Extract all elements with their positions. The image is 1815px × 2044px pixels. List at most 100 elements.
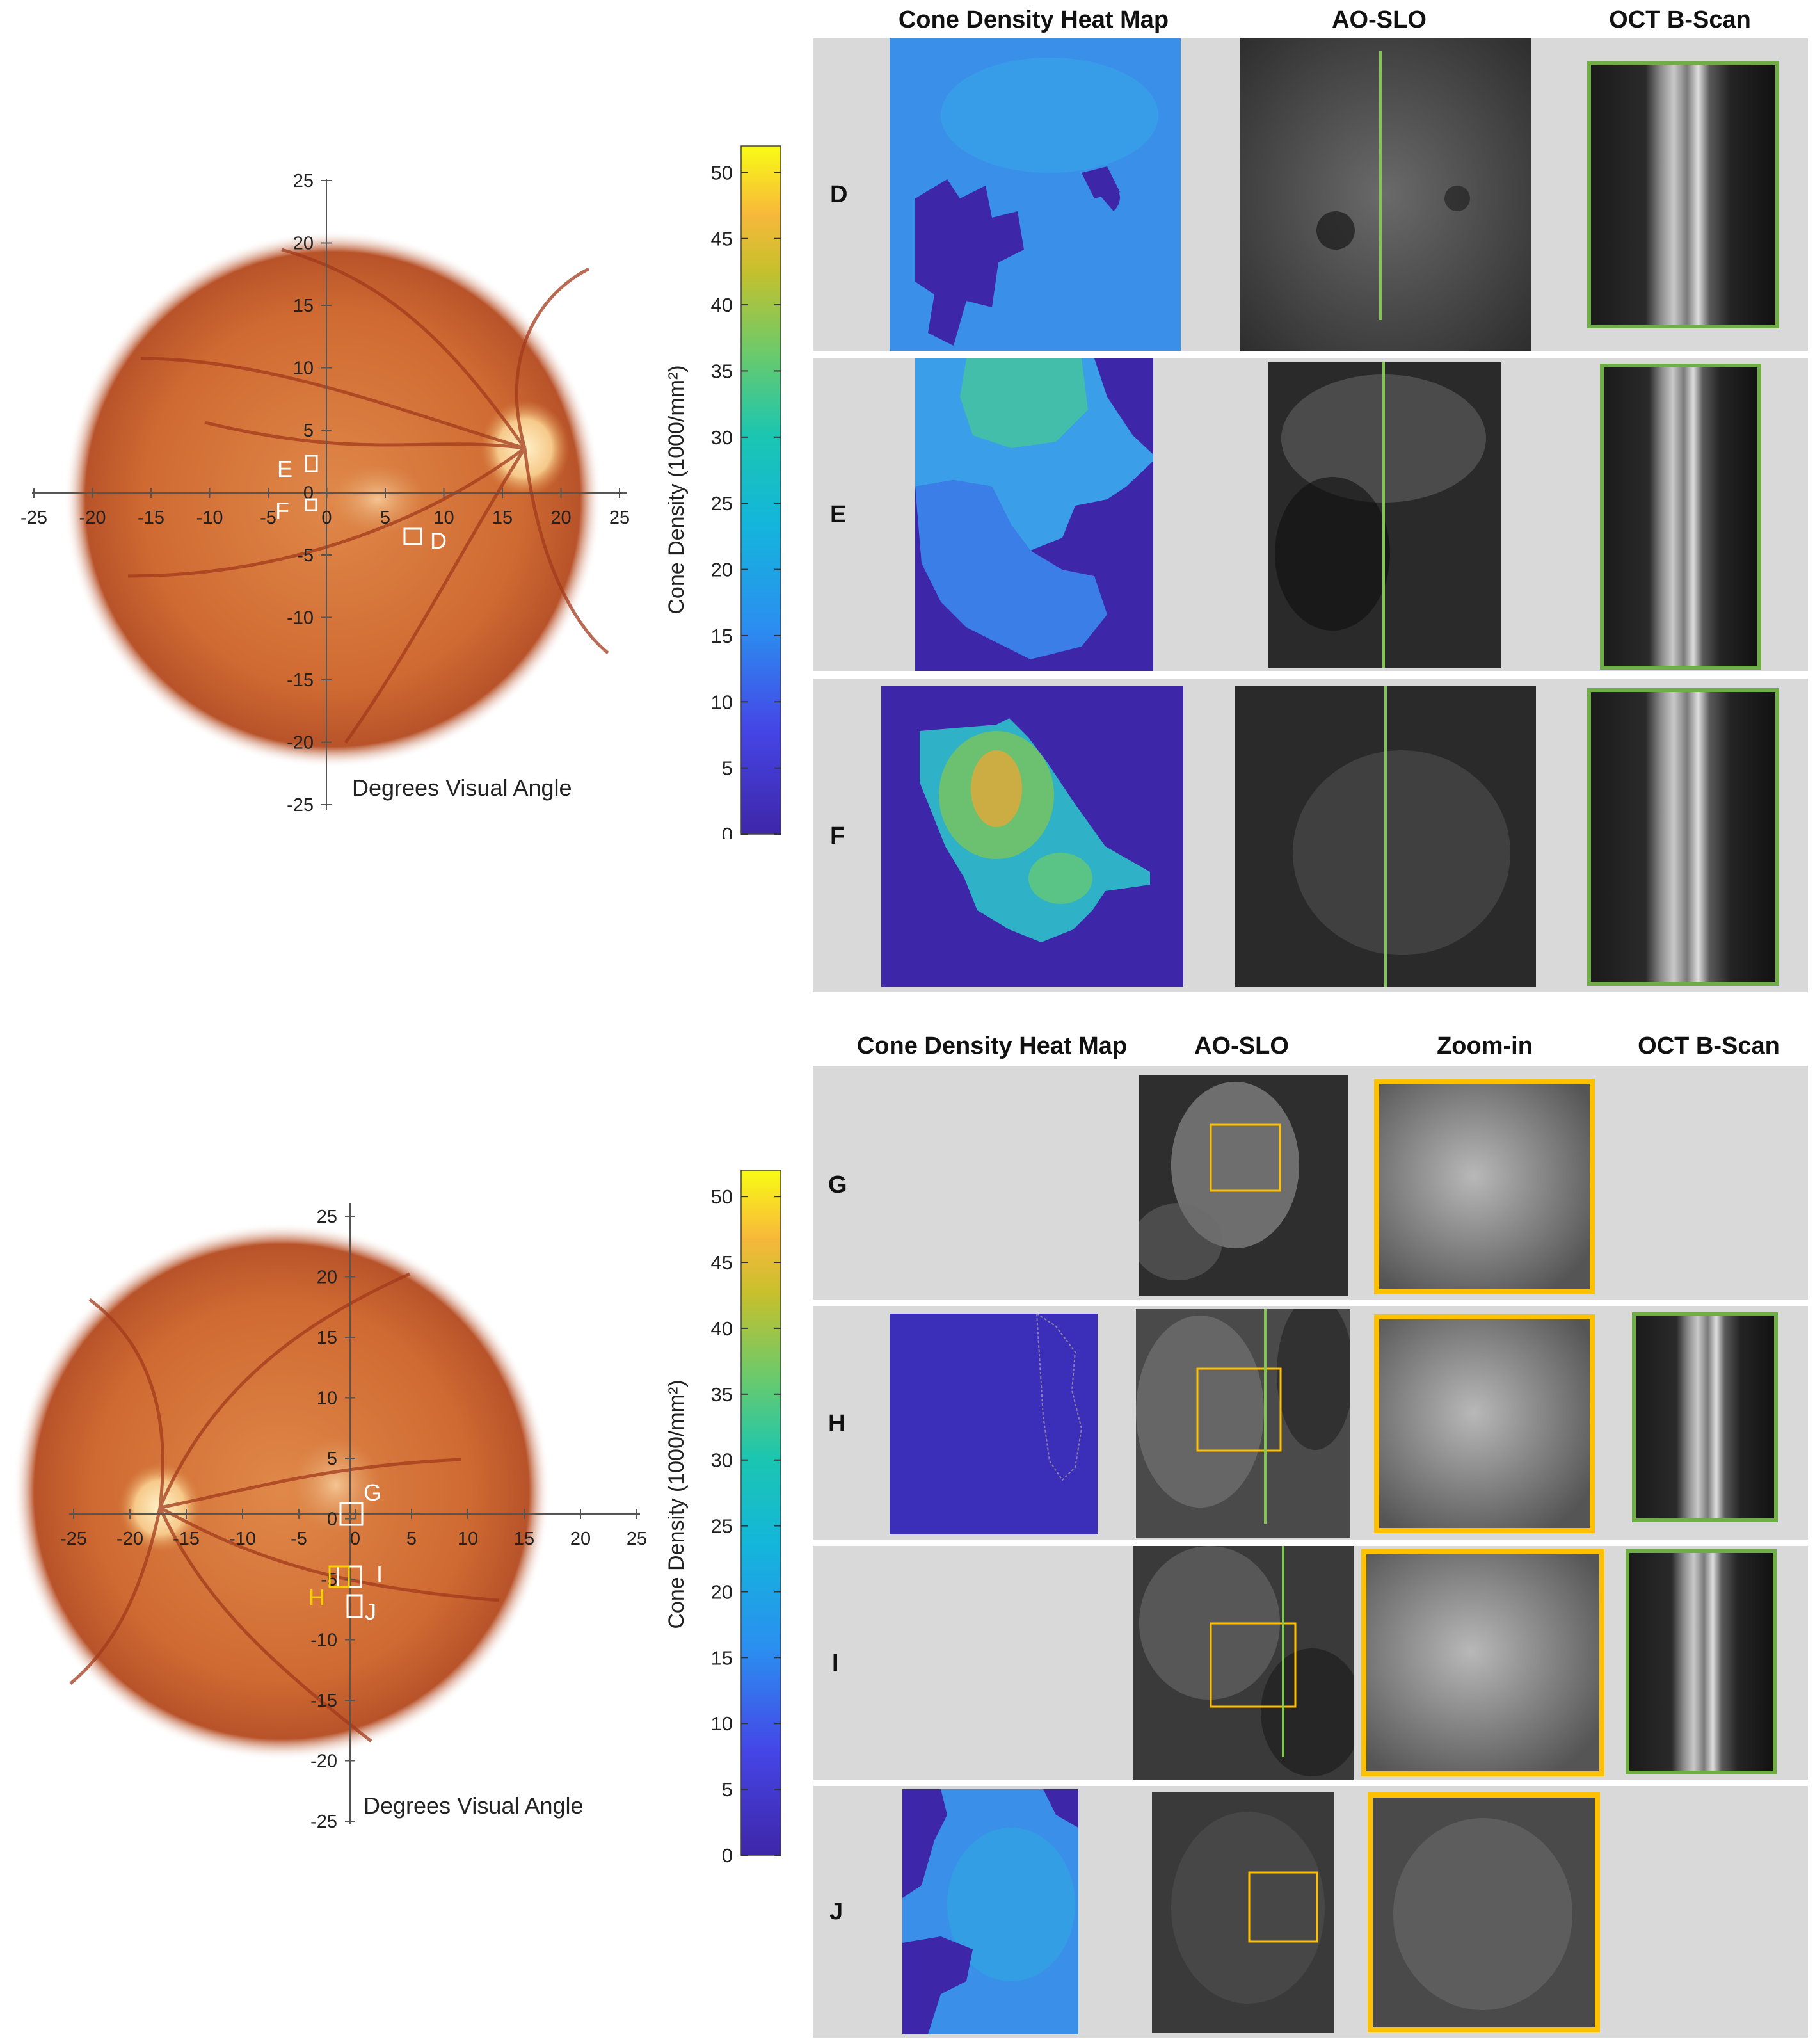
top-fundus-plot: -25 -20 -15 -10 -5 0 5 10 15 20 25 25 20 15 10 5 0 -5 -10… (20, 171, 630, 816)
heatmap-f (881, 686, 1183, 987)
colorbar-tick-label: 40 (711, 1317, 733, 1340)
heatmap-e (915, 358, 1153, 671)
zoom-box-h (1196, 1367, 1282, 1452)
region-box-j (346, 1594, 363, 1618)
region-label-e: E (277, 456, 292, 482)
row-label-j: J (829, 1898, 844, 1925)
y-tick-label: -15 (287, 670, 314, 691)
y-tick-label: 25 (317, 1207, 337, 1227)
row-label-h: H (828, 1410, 846, 1437)
region-label-j: J (365, 1598, 376, 1625)
region-box-h (328, 1565, 350, 1588)
region-label-d: D (430, 527, 447, 554)
y-tick-label: -25 (287, 795, 314, 816)
region-label-f: F (275, 497, 289, 524)
zoom-box-i (1210, 1622, 1297, 1708)
y-tick-label: -15 (310, 1691, 337, 1711)
oct-h (1632, 1312, 1778, 1522)
x-tick-label: 5 (406, 1529, 417, 1549)
colorbar-tick-label: 5 (722, 757, 733, 780)
aoslo-j (1152, 1792, 1334, 2033)
x-tick-label: 20 (550, 508, 571, 528)
y-tick-label: -25 (310, 1812, 337, 1831)
colorbar-tick-label: 50 (711, 161, 733, 184)
x-tick-label: 0 (350, 1529, 360, 1549)
colorbar-tick-label: 0 (722, 1844, 733, 1863)
colorbar-tick-label: 35 (711, 360, 733, 382)
oct-e (1600, 364, 1761, 670)
x-tick-label: -25 (20, 508, 47, 528)
colorbar-tick-label: 0 (722, 823, 733, 839)
y-tick-label: 0 (327, 1509, 337, 1530)
colorbar-tick-label: 45 (711, 1251, 733, 1274)
x-tick-label: 10 (433, 508, 454, 528)
zoom-j (1368, 1792, 1600, 2032)
header-heatmap-bottom: Cone Density Heat Map (856, 1033, 1128, 1059)
x-tick-label: -25 (60, 1529, 87, 1549)
x-tick-label: -5 (291, 1529, 307, 1549)
x-tick-label: 20 (570, 1529, 591, 1549)
oct-f (1587, 688, 1779, 986)
heatmap-d (890, 38, 1181, 351)
heatmap-h (890, 1314, 1098, 1534)
colorbar-tick-label: 30 (711, 426, 733, 449)
header-zoom: Zoom-in (1437, 1033, 1533, 1059)
colorbar-tick-label: 15 (711, 625, 733, 647)
region-label-h: H (308, 1584, 325, 1611)
y-tick-label: -10 (310, 1630, 337, 1651)
row-label-d: D (830, 181, 848, 208)
x-tick-label: 0 (321, 508, 332, 528)
colorbar-tick-label: 10 (711, 1712, 733, 1735)
row-label-e: E (830, 501, 847, 528)
y-tick-label: -20 (287, 733, 314, 753)
x-tick-label: -20 (116, 1529, 143, 1549)
y-tick-label: 5 (303, 421, 314, 441)
y-tick-label: 20 (293, 234, 314, 254)
aoslo-e (1268, 362, 1501, 668)
colorbar-tick-label: 40 (711, 294, 733, 316)
colorbar-tick-label: 10 (711, 691, 733, 713)
y-tick-label: 10 (317, 1388, 337, 1409)
region-box-d (403, 527, 422, 545)
colorbar-tick-label: 50 (711, 1186, 733, 1208)
region-box-f (305, 498, 317, 511)
colorbar-label: Cone Density (1000/mm²) (664, 365, 689, 614)
header-oct-bottom: OCT B-Scan (1638, 1033, 1780, 1059)
header-aoslo: AO-SLO (1332, 6, 1427, 33)
zoom-box-g (1210, 1123, 1281, 1192)
aoslo-i (1133, 1546, 1354, 1780)
fundus-axis-label-bottom: Degrees Visual Angle (364, 1792, 584, 1819)
aoslo-g (1139, 1075, 1348, 1296)
macular-lesion (330, 464, 426, 535)
aoslo-d (1240, 38, 1531, 351)
heatmap-j (902, 1789, 1078, 2034)
x-tick-label: -10 (196, 508, 223, 528)
x-tick-label: -20 (79, 508, 106, 528)
row-label-f: F (830, 823, 845, 849)
x-tick-label: 10 (458, 1529, 478, 1549)
y-tick-label: 10 (293, 358, 314, 379)
x-tick-label: -10 (229, 1529, 256, 1549)
colorbar-gradient (740, 145, 781, 835)
fundus-image-bottom (13, 1223, 550, 1760)
colorbar-tick-label: 25 (711, 492, 733, 515)
header-heatmap: Cone Density Heat Map (898, 6, 1169, 33)
zoom-h (1374, 1314, 1595, 1533)
x-tick-label: -5 (260, 508, 276, 528)
colorbar-label-bottom: Cone Density (1000/mm²) (664, 1380, 689, 1629)
x-tick-label: 25 (609, 508, 630, 528)
zoom-box-j (1248, 1871, 1318, 1943)
y-tick-label: 5 (327, 1449, 337, 1469)
retinal-vessels-bottom (69, 1272, 500, 1742)
colorbar-tick-label: 35 (711, 1383, 733, 1406)
colorbar-tick-label: 20 (711, 559, 733, 581)
x-tick-label: -15 (138, 508, 164, 528)
header-oct: OCT B-Scan (1609, 6, 1751, 33)
colorbar-tick-label: 30 (711, 1449, 733, 1472)
x-tick-label: 15 (514, 1529, 534, 1549)
y-tick-label: 15 (317, 1328, 337, 1348)
region-box-g (339, 1502, 364, 1526)
region-label-i: I (376, 1561, 383, 1587)
